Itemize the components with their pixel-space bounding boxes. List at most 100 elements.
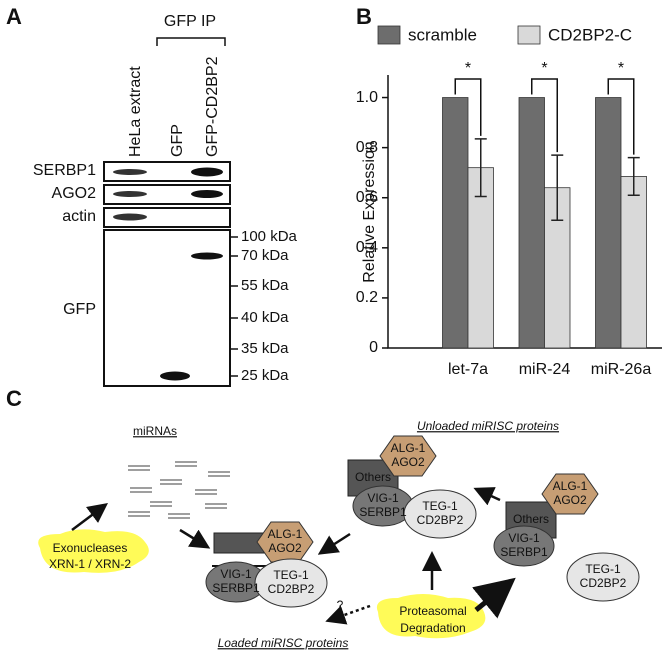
panel-label: B xyxy=(356,4,372,29)
legend-swatch xyxy=(377,25,401,45)
alg-label: ALG-1 xyxy=(391,441,426,455)
band xyxy=(113,191,147,197)
blot xyxy=(103,161,231,182)
y-tick-label: 0.6 xyxy=(356,189,378,206)
error-bar xyxy=(627,156,640,196)
panel-c: C miRNAs Unloaded miRISC proteins Loaded… xyxy=(6,386,640,650)
significance-label: * xyxy=(541,60,547,77)
markers: 100 kDa 70 kDa 55 kDa 40 kDa 35 kDa 25 kDa xyxy=(230,228,298,384)
arrow xyxy=(71,503,108,531)
alg-hexagon xyxy=(256,521,314,563)
x-tick-label: let-7a xyxy=(448,361,488,378)
band xyxy=(113,213,147,221)
lane-label: HeLa extract xyxy=(127,66,144,157)
y-tick-label: 1.0 xyxy=(356,89,378,106)
panel-label: C xyxy=(6,386,22,411)
error-bar xyxy=(474,138,487,198)
x-tick-label: miR-26a xyxy=(591,361,652,378)
teg-label: CD2BP2 xyxy=(580,576,627,590)
arrow xyxy=(179,528,211,549)
teg-label: TEG-1 xyxy=(422,499,458,513)
bar xyxy=(544,187,571,349)
significance-label: * xyxy=(618,60,624,77)
loaded-label: Loaded miRISC proteins xyxy=(218,636,349,650)
legend-swatch xyxy=(517,25,541,45)
band xyxy=(191,167,223,177)
y-tick-label: 0.2 xyxy=(356,289,378,306)
exonuclease-blob xyxy=(38,529,149,573)
degradation-label: Proteasomal xyxy=(399,604,466,618)
panel-a: A GFP IP HeLa extract GFP GFP-CD2BP2 SER… xyxy=(6,4,298,387)
degradation-blob xyxy=(376,594,486,639)
others-label: Others xyxy=(513,512,549,526)
marker-label: 35 kDa xyxy=(241,340,289,357)
vig-label: VIG-1 xyxy=(220,567,252,581)
alg-hexagon xyxy=(379,435,437,477)
marker-label: 40 kDa xyxy=(241,309,289,326)
significance-bracket xyxy=(607,78,635,155)
teg-label: TEG-1 xyxy=(273,568,309,582)
vig-label: SERBP1 xyxy=(359,505,407,519)
arrow xyxy=(473,487,501,506)
significance-bracket xyxy=(531,78,558,153)
blot-label: AGO2 xyxy=(52,185,97,202)
teg-ellipse xyxy=(254,558,328,608)
band xyxy=(191,252,223,260)
legend-label: scramble xyxy=(408,25,477,44)
marker-label: 25 kDa xyxy=(241,367,289,384)
band xyxy=(160,371,190,381)
vig-label: VIG-1 xyxy=(367,491,399,505)
unloaded-label: Unloaded miRISC proteins xyxy=(417,419,559,433)
complexes: ALG-1AGO2VIG-1SERBP1TEG-1CD2BP2OthersALG… xyxy=(205,435,640,608)
y-tick-label: 0.4 xyxy=(356,239,378,256)
alg-label: ALG-1 xyxy=(553,479,588,493)
teg-ellipse xyxy=(566,552,640,602)
teg-label: TEG-1 xyxy=(585,562,621,576)
mirna-icons xyxy=(128,461,230,519)
alg-label: AGO2 xyxy=(553,493,587,507)
alg-label: ALG-1 xyxy=(268,527,303,541)
complex-box xyxy=(213,532,265,554)
bar xyxy=(467,167,494,349)
blot xyxy=(103,184,231,205)
ip-bracket xyxy=(156,37,226,46)
degradation-label: Degradation xyxy=(400,621,465,635)
others-label: Others xyxy=(355,470,391,484)
exonuclease-label: Exonucleases xyxy=(53,541,128,555)
bar xyxy=(620,176,647,349)
blot-label: actin xyxy=(62,208,96,225)
x-tick-label: miR-24 xyxy=(519,361,571,378)
marker-label: 70 kDa xyxy=(241,247,289,264)
legend-label: CD2BP2-C xyxy=(548,25,632,44)
bar xyxy=(442,97,469,349)
alg-label: AGO2 xyxy=(268,541,302,555)
arrow xyxy=(325,604,371,625)
marker-label: 55 kDa xyxy=(241,277,289,294)
vig-label: VIG-1 xyxy=(508,531,540,545)
y-axis-label: Relative Expression xyxy=(361,141,378,282)
alg-label: AGO2 xyxy=(391,455,425,469)
arrow xyxy=(317,532,351,555)
vig-label: SERBP1 xyxy=(212,581,260,595)
y-tick-label: 0 xyxy=(369,339,378,356)
band xyxy=(191,190,223,198)
blot-label: GFP xyxy=(63,301,96,318)
blot xyxy=(103,207,231,228)
significance-label: * xyxy=(465,60,471,77)
significance-bracket xyxy=(454,78,482,136)
error-bar xyxy=(551,154,564,222)
exonuclease-label: XRN-1 / XRN-2 xyxy=(49,557,131,571)
teg-label: CD2BP2 xyxy=(417,513,464,527)
vig-ellipse xyxy=(493,525,555,567)
lane-label: GFP xyxy=(169,124,186,157)
y-tick-label: 0.8 xyxy=(356,139,378,156)
bar xyxy=(595,97,622,349)
mirnas-label: miRNAs xyxy=(133,424,177,438)
bar xyxy=(518,97,545,349)
question-mark: ? xyxy=(337,598,344,612)
arrow xyxy=(472,577,516,619)
marker-label: 100 kDa xyxy=(241,228,298,245)
alg-hexagon xyxy=(541,473,599,515)
teg-ellipse xyxy=(403,489,477,539)
